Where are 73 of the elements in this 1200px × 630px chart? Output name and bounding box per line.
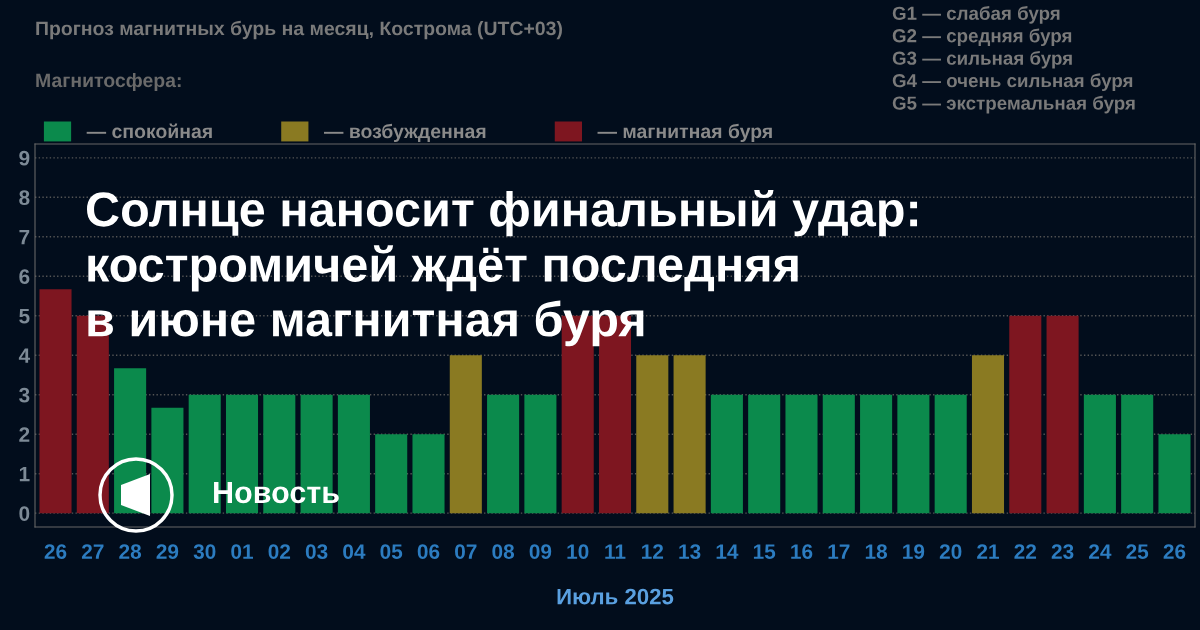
x-tick-label: 21 — [977, 544, 999, 559]
bar — [1083, 394, 1116, 514]
bar — [39, 289, 72, 514]
annotation: Солнце наносит финальный удар: костромичей ждёт последняя в июне магнитная буря — [87, 190, 918, 347]
y-tick-label: 8 — [19, 190, 30, 206]
y-tick-label: 3 — [19, 387, 30, 403]
x-tick-label: 16 — [791, 544, 813, 559]
x-tick-label: 06 — [417, 544, 440, 559]
bar — [673, 355, 706, 514]
x-tick-label: 29 — [156, 544, 179, 559]
bar — [524, 394, 557, 514]
bar — [748, 394, 781, 514]
x-tick-label: 18 — [865, 544, 888, 559]
x-tick-label: 19 — [903, 544, 925, 559]
x-tick-label: 22 — [1014, 544, 1037, 559]
legend-label: — возбужденная — [323, 123, 486, 143]
bar — [412, 434, 445, 514]
x-tick-label: 03 — [305, 544, 328, 559]
x-tick-label: 09 — [529, 544, 552, 559]
y-tick-label: 9 — [19, 150, 30, 166]
y-tick-label: 1 — [19, 466, 30, 482]
bar — [1158, 434, 1191, 514]
x-tick-label: 26 — [44, 544, 67, 559]
bar — [449, 355, 482, 514]
y-tick-label: 7 — [19, 230, 30, 245]
y-tick-label: 0 — [19, 506, 30, 521]
x-tick-label: 01 — [231, 544, 254, 559]
x-tick-label: 13 — [679, 544, 701, 559]
bar — [1046, 315, 1079, 514]
bar — [897, 394, 930, 514]
bar — [822, 394, 855, 514]
x-tick-label: 05 — [380, 544, 403, 559]
x-tick-label: 14 — [716, 544, 739, 559]
y-tick-label: 2 — [19, 427, 30, 442]
text: G1 — слабая буря G2 — средняя буря G3 — сильная буря G4 — очень сильная буря G5 — экстремальная буря — [892, 6, 1135, 114]
x-tick-label: 08 — [492, 544, 515, 559]
y-tick-label: 5 — [19, 308, 30, 324]
bar — [636, 355, 669, 514]
x-tick-label: 15 — [753, 544, 776, 559]
y-tick-label: 6 — [19, 269, 30, 285]
chart-subtitle: Магнитосфера: — [36, 72, 181, 92]
bar — [375, 434, 408, 514]
bar — [860, 394, 893, 514]
bar — [487, 394, 520, 514]
x-tick-label: 07 — [455, 544, 477, 559]
x-tick-label: 28 — [119, 544, 142, 559]
bar — [971, 355, 1005, 514]
x-axis-title: Июль 2025 — [557, 588, 674, 605]
bar — [785, 394, 818, 514]
annotation: Новость — [214, 481, 339, 504]
bar — [710, 394, 743, 514]
legend-label: — спокойная — [86, 123, 212, 139]
bar — [151, 407, 184, 514]
bar — [934, 394, 967, 514]
x-tick-label: 23 — [1051, 544, 1074, 559]
x-tick-label: 26 — [1163, 544, 1186, 559]
x-tick-label: 27 — [81, 544, 104, 559]
x-tick-label: 17 — [828, 544, 850, 559]
x-tick-label: 25 — [1126, 544, 1149, 559]
bar — [1009, 315, 1042, 514]
x-tick-label: 30 — [193, 544, 216, 559]
y-tick-label: 4 — [18, 348, 31, 363]
legend-label: — магнитная буря — [597, 123, 772, 143]
x-tick-label: 04 — [343, 544, 366, 559]
x-tick-label: 02 — [268, 544, 291, 559]
x-tick-label: 10 — [567, 544, 589, 559]
chart-title: Прогноз магнитных бурь на месяц, Кострома (UTC+03) — [36, 20, 562, 40]
x-tick-label: 20 — [939, 544, 962, 559]
bar — [1121, 394, 1154, 514]
x-tick-label: 24 — [1089, 544, 1112, 559]
bar — [337, 394, 370, 514]
x-tick-label: 12 — [642, 544, 664, 559]
x-tick-label: 11 — [605, 544, 626, 559]
